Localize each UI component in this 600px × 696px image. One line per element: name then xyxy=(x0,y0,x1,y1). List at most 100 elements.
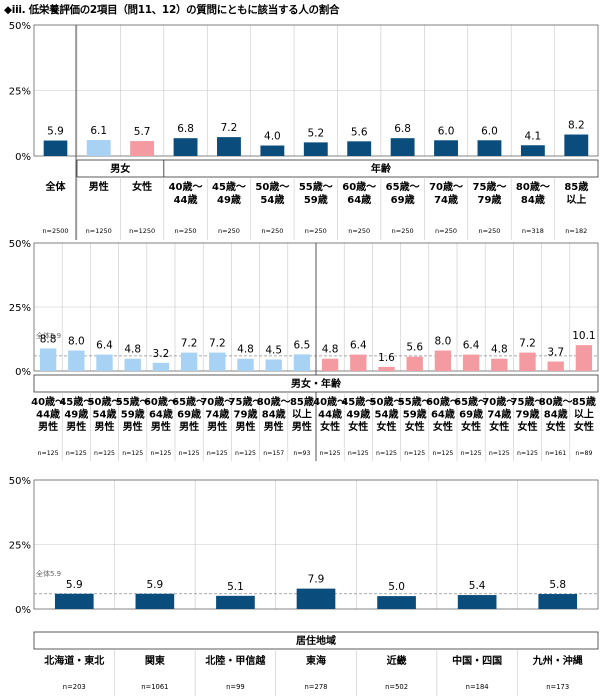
bar xyxy=(538,594,578,609)
n-label: n=99 xyxy=(226,683,245,691)
bar xyxy=(564,134,589,156)
bar xyxy=(491,358,508,371)
bar xyxy=(152,362,170,371)
category-label: 40歳～ 44歳女性 xyxy=(313,395,347,433)
data-label: 6.4 xyxy=(96,340,113,352)
category-label: 50歳～ 54歳男性 xyxy=(88,395,122,433)
category-label: 45歳～ 49歳女性 xyxy=(341,395,375,433)
bar xyxy=(43,140,68,156)
y-tick-label: 50% xyxy=(9,239,31,250)
data-label: 4.8 xyxy=(322,344,339,356)
n-label: n=184 xyxy=(466,683,489,691)
bar xyxy=(237,358,254,371)
data-label: 7.2 xyxy=(519,338,536,350)
n-label: n=318 xyxy=(522,227,544,235)
data-label: 5.1 xyxy=(227,581,244,593)
bar xyxy=(321,358,339,371)
data-label: 5.6 xyxy=(406,342,423,354)
n-label: n=125 xyxy=(122,450,143,457)
n-label: n=125 xyxy=(489,450,510,457)
reference-label: 全体5.9 xyxy=(36,331,61,340)
data-label: 7.2 xyxy=(221,122,238,134)
bar xyxy=(293,354,311,371)
bar xyxy=(303,142,328,156)
category-label: 80歳～ 84歳 xyxy=(516,180,550,206)
n-label: n=125 xyxy=(517,450,538,457)
data-label: 4.0 xyxy=(264,131,281,143)
category-label: 55歳～ 59歳 xyxy=(299,180,333,206)
n-label: n=1250 xyxy=(86,227,112,235)
category-label: 60歳～ 64歳 xyxy=(342,180,376,206)
category-label: 80歳～ 84歳男性 xyxy=(257,395,291,433)
n-label: n=125 xyxy=(404,450,425,457)
bar xyxy=(390,138,415,156)
n-label: n=125 xyxy=(38,450,59,457)
n-label: n=250 xyxy=(392,227,414,235)
n-label: n=125 xyxy=(94,450,115,457)
n-label: n=1250 xyxy=(129,227,155,235)
n-label: n=278 xyxy=(305,683,328,691)
bar xyxy=(406,356,423,371)
y-tick-label: 25% xyxy=(9,303,31,314)
data-label: 4.8 xyxy=(237,344,254,356)
category-label: 65歳～ 69歳女性 xyxy=(454,395,488,433)
bar xyxy=(547,361,564,371)
group-label: 年齢 xyxy=(371,162,392,175)
category-label: 75歳～ 79歳 xyxy=(472,180,506,206)
bar xyxy=(520,145,545,156)
category-label: 60歳～ 64歳女性 xyxy=(426,395,460,433)
data-label: 4.1 xyxy=(525,130,542,142)
reference-label: 全体5.9 xyxy=(36,569,61,578)
bar xyxy=(39,348,57,371)
group-band xyxy=(33,631,599,650)
bar xyxy=(130,141,155,156)
category-label: 40歳～ 44歳男性 xyxy=(31,395,65,433)
category-label: 85歳以上 xyxy=(564,180,588,206)
y-tick-label: 25% xyxy=(9,87,31,98)
category-label: 70歳～ 74歳女性 xyxy=(482,395,516,433)
bar xyxy=(265,359,282,371)
y-tick-label: 25% xyxy=(9,541,31,552)
n-label: n=1061 xyxy=(141,683,168,691)
bar xyxy=(124,358,141,371)
bar xyxy=(96,354,113,371)
data-label: 5.7 xyxy=(134,126,151,138)
bar xyxy=(260,145,285,156)
group-label: 男女 xyxy=(110,162,130,175)
data-label: 7.2 xyxy=(209,338,226,350)
bar xyxy=(377,596,416,609)
data-label: 3.7 xyxy=(547,347,564,359)
data-label: 6.0 xyxy=(438,125,455,137)
bar xyxy=(68,350,85,371)
data-label: 6.8 xyxy=(177,123,194,135)
bar xyxy=(378,366,395,371)
data-label: 5.6 xyxy=(351,126,368,138)
category-label: 60歳～ 64歳男性 xyxy=(144,395,178,433)
group-label: 居住地域 xyxy=(296,634,336,647)
category-label: 全体 xyxy=(45,180,67,193)
data-label: 5.9 xyxy=(47,126,64,138)
y-tick-label: 0% xyxy=(15,152,31,163)
n-label: n=250 xyxy=(261,227,283,235)
bar xyxy=(575,345,593,371)
category-label: 65歳～ 69歳男性 xyxy=(172,395,206,433)
n-label: n=125 xyxy=(207,450,228,457)
category-label: 北陸・甲信越 xyxy=(205,654,266,667)
group-label: 男女・年齢 xyxy=(291,377,342,390)
n-label: n=182 xyxy=(565,227,587,235)
data-label: 7.9 xyxy=(308,574,325,586)
data-label: 4.5 xyxy=(265,344,282,356)
bar xyxy=(350,354,367,371)
category-label: 85歳以上男性 xyxy=(290,395,314,433)
n-label: n=125 xyxy=(461,450,482,457)
bar xyxy=(434,140,458,156)
n-label: n=125 xyxy=(66,450,87,457)
data-label: 4.8 xyxy=(124,344,141,356)
n-label: n=125 xyxy=(376,450,397,457)
n-label: n=250 xyxy=(218,227,240,235)
y-tick-label: 0% xyxy=(15,367,31,378)
data-label: 5.2 xyxy=(307,127,324,139)
category-label: 北海道・東北 xyxy=(44,654,104,667)
n-label: n=125 xyxy=(432,450,453,457)
category-label: 中国・四国 xyxy=(452,654,502,667)
